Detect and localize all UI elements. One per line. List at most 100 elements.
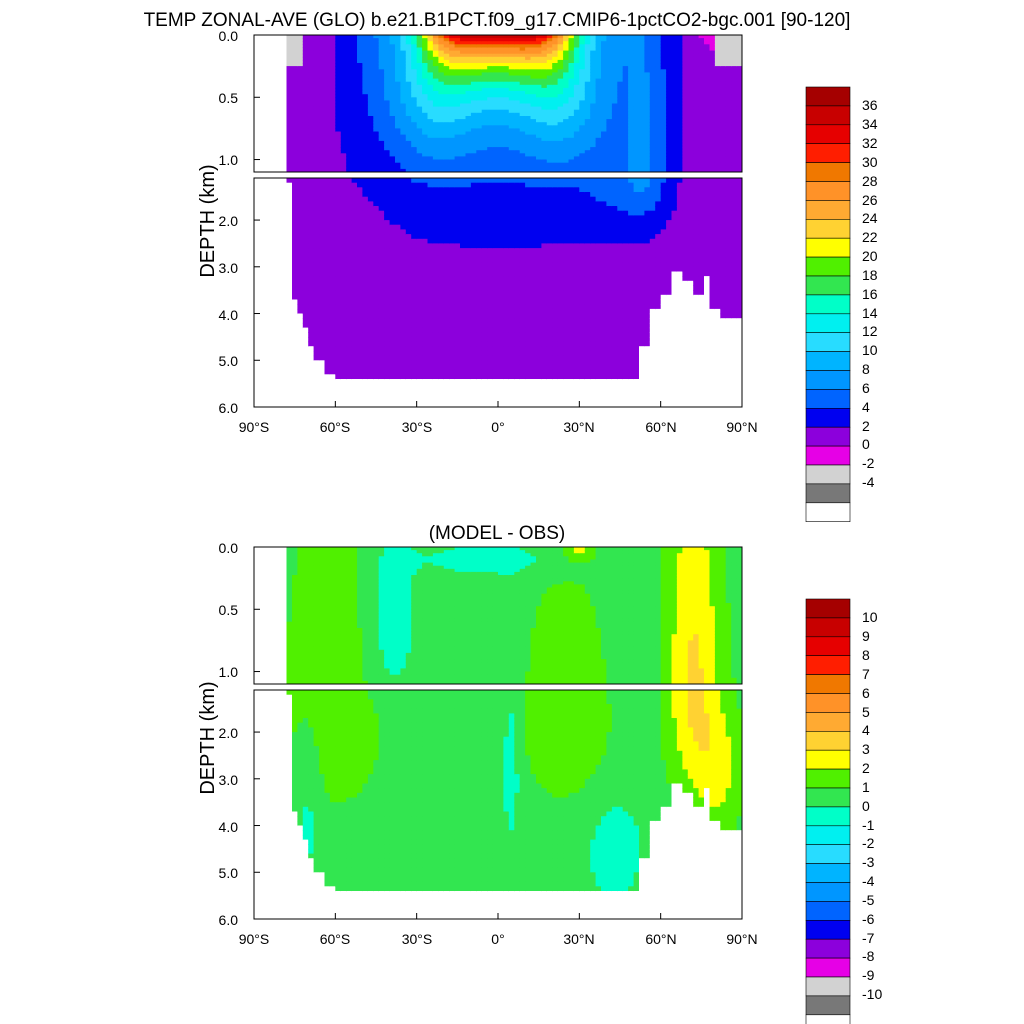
field-cell <box>362 327 369 333</box>
field-cell <box>270 360 277 366</box>
field-cell <box>362 63 369 67</box>
field-cell <box>367 59 374 64</box>
field-cell <box>313 112 320 117</box>
field-cell <box>519 103 526 108</box>
field-cell <box>508 53 515 58</box>
field-cell <box>693 103 700 108</box>
field-cell <box>709 78 716 83</box>
field-cell <box>373 87 380 92</box>
field-cell <box>655 84 662 89</box>
field-cell <box>693 97 700 101</box>
field-cell <box>530 156 537 161</box>
field-cell <box>346 355 353 361</box>
field-cell <box>367 78 374 83</box>
field-cell <box>308 266 315 273</box>
field-cell <box>503 112 510 117</box>
field-cell <box>324 131 331 136</box>
field-cell <box>281 252 288 259</box>
field-cell <box>340 379 347 385</box>
field-cell <box>292 53 298 58</box>
field-cell <box>422 56 429 61</box>
field-cell <box>536 69 542 73</box>
field-cell <box>639 59 645 64</box>
field-cell <box>275 313 282 319</box>
field-cell <box>639 165 645 170</box>
field-cell <box>340 162 347 167</box>
field-cell <box>476 72 483 77</box>
field-cell <box>335 266 342 273</box>
field-cell <box>400 56 407 61</box>
field-cell <box>644 122 651 126</box>
field-cell <box>704 159 710 164</box>
field-cell <box>270 271 277 277</box>
field-cell <box>319 192 326 198</box>
field-cell <box>427 131 434 136</box>
field-cell <box>525 153 532 157</box>
field-cell <box>351 285 358 291</box>
field-cell <box>319 341 326 347</box>
field-cell <box>725 109 732 114</box>
field-cell <box>302 140 309 145</box>
field-cell <box>552 53 559 58</box>
field-cell <box>725 47 732 52</box>
field-cell <box>660 97 667 101</box>
field-cell <box>275 94 282 98</box>
field-cell <box>460 69 466 73</box>
field-cell <box>601 44 607 48</box>
field-cell <box>725 125 732 129</box>
field-cell <box>536 116 542 120</box>
field-cell <box>373 69 380 73</box>
field-cell <box>275 318 282 324</box>
field-cell <box>660 81 667 86</box>
field-cell <box>541 97 548 101</box>
field-cell <box>405 72 412 77</box>
field-cell <box>546 47 553 52</box>
field-cell <box>270 304 277 310</box>
field-cell <box>405 140 412 145</box>
field-cell <box>378 35 385 39</box>
field-cell <box>351 91 358 95</box>
field-cell <box>416 41 423 45</box>
field-cell <box>254 66 260 70</box>
field-cell <box>498 119 504 123</box>
field-cell <box>476 147 483 151</box>
field-cell <box>351 162 358 167</box>
field-cell <box>389 44 396 48</box>
field-cell <box>351 144 358 148</box>
field-cell <box>519 72 526 77</box>
field-cell <box>329 224 336 230</box>
field-cell <box>736 150 742 154</box>
field-cell <box>378 56 385 61</box>
field-cell <box>628 112 635 117</box>
field-cell <box>709 128 716 133</box>
field-cell <box>470 131 477 136</box>
field-cell <box>460 153 466 157</box>
field-cell <box>357 285 363 291</box>
field-cell <box>384 109 391 114</box>
field-cell <box>400 168 407 172</box>
field-cell <box>335 162 342 167</box>
field-cell <box>573 106 580 111</box>
field-cell <box>573 140 580 145</box>
field-cell <box>590 97 597 101</box>
field-cell <box>335 109 342 114</box>
field-cell <box>335 243 342 249</box>
field-cell <box>400 100 407 105</box>
field-cell <box>319 393 326 399</box>
field-cell <box>568 125 575 129</box>
field-cell <box>286 220 293 226</box>
field-cell <box>682 94 689 98</box>
field-cell <box>405 144 412 148</box>
field-cell <box>546 112 553 117</box>
field-cell <box>606 128 613 133</box>
field-cell <box>400 81 407 86</box>
field-cell <box>465 50 472 55</box>
field-cell <box>297 35 304 39</box>
field-cell <box>329 327 336 333</box>
field-cell <box>254 78 260 83</box>
field-cell <box>698 109 705 114</box>
field-cell <box>405 128 412 133</box>
field-cell <box>286 168 293 172</box>
field-cell <box>319 47 326 52</box>
field-cell <box>308 122 315 126</box>
